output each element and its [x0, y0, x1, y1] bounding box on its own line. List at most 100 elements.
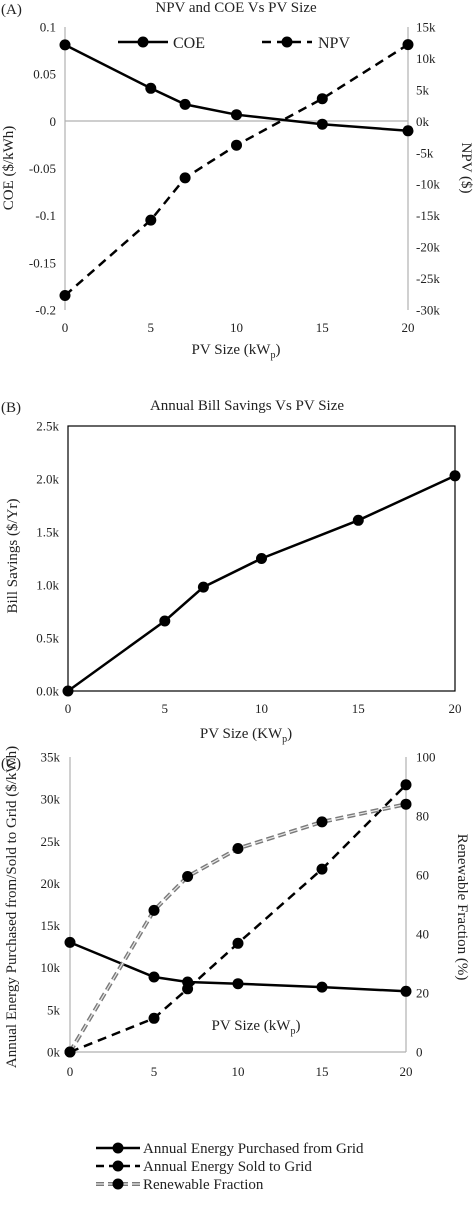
panel-c-y-tick-labels: 35k 30k 25k 20k 15k 10k 5k 0k	[41, 750, 61, 1060]
panel-a-series	[59, 39, 414, 301]
panel-b-series-0-point-5	[449, 470, 461, 482]
panel-b-x-tick-0: 0	[65, 701, 72, 716]
panel-c-y-tick-2: 25k	[41, 834, 61, 849]
panel-a-series-0-line	[64, 43, 409, 133]
panel-a-series-1-point-0	[59, 290, 71, 301]
panel-b-series-0-point-0	[62, 685, 74, 697]
panel-c-series-2-point-3	[232, 843, 244, 854]
panel-a-y-tick-1: 0.05	[33, 67, 56, 82]
panel-b-x-tick-4: 20	[449, 701, 462, 716]
panel-b-y-tick-1: 2.0k	[36, 472, 59, 487]
panel-a-label: (A)	[1, 2, 22, 18]
panel-b-x-tick-labels: 0 5 10 15 20	[65, 701, 462, 716]
panel-a-y2-tick-6: -15k	[416, 208, 440, 223]
panel-a-title: NPV and COE Vs PV Size	[155, 0, 317, 16]
panel-a-y2-tick-labels: 15k 10k 5k 0k -5k -10k -15k -20k -25k -30k	[416, 20, 440, 318]
panel-b-y-tick-5: 0.0k	[36, 684, 59, 699]
panel-a-y-tick-5: -0.15	[29, 255, 56, 270]
panel-b-label: (B)	[1, 400, 21, 416]
panel-a-y-tick-4: -0.1	[35, 208, 56, 223]
legend-sold: Annual Energy Sold to Grid	[96, 1159, 312, 1175]
panel-a: (A) NPV and COE Vs PV Size 0.1 0.05 0 -0.05…	[1, 0, 474, 361]
panel-c-series-2-line	[68, 802, 407, 1054]
panel-a-y-tick-0: 0.1	[40, 20, 56, 35]
panel-c-x-tick-0: 0	[67, 1064, 74, 1079]
panel-b-y-tick-2: 1.5k	[36, 525, 59, 540]
panel-c-y-tick-0: 35k	[41, 750, 61, 765]
panel-b-x-axis-label: PV Size (KWp)	[200, 726, 292, 745]
panel-a-series-0-point-5	[402, 125, 414, 137]
panel-c-series-1-point-1	[148, 1012, 160, 1024]
panel-a-x-tick-2: 10	[230, 320, 243, 335]
panel-b-series-0-point-3	[256, 553, 267, 564]
panel-b-y-tick-0: 2.5k	[36, 419, 59, 434]
panel-c-y-tick-6: 5k	[47, 1002, 61, 1017]
legend-purchased-label: Annual Energy Purchased from Grid	[143, 1141, 364, 1157]
panel-c-series-0-point-5	[400, 985, 412, 997]
panel-c-series-0-point-4	[316, 981, 328, 993]
panel-b-title: Annual Bill Savings Vs PV Size	[150, 398, 344, 414]
panel-c-series-2-point-4	[316, 816, 328, 828]
panel-c-legend: Annual Energy Purchased from Grid Annual…	[96, 1141, 364, 1193]
panel-c-x-tick-4: 20	[400, 1064, 413, 1079]
panel-a-x-tick-1: 5	[148, 320, 155, 335]
panel-a-series-1-point-4	[316, 93, 328, 105]
panel-c-y2-tick-labels: 100 80 60 40 20 0	[416, 750, 436, 1060]
panel-b-series-0-point-4	[352, 514, 364, 526]
panel-a-y2-tick-9: -30k	[416, 303, 440, 318]
panel-a-series-0-point-1	[145, 82, 157, 94]
panel-b-plot-frame	[67, 425, 456, 692]
panel-c-series-1-point-4	[316, 863, 328, 875]
panel-c-x-tick-1: 5	[151, 1064, 158, 1079]
panel-a-y2-axis-label: NPV ($)	[458, 143, 474, 194]
panel-c-series-1-point-2	[182, 983, 194, 995]
panel-b-y-tick-4: 0.5k	[36, 631, 59, 646]
panel-c-y2-tick-0: 100	[416, 750, 436, 765]
panel-a-series-0-point-3	[231, 109, 242, 121]
panel-a-series-0-point-4	[316, 118, 328, 130]
panel-b-x-tick-1: 5	[162, 701, 169, 716]
panel-c-label: (C)	[1, 756, 21, 772]
panel-c-x-tick-2: 10	[232, 1064, 245, 1079]
panel-a-series-1-point-5	[402, 39, 414, 51]
panel-c-series-2-line-inner	[69, 803, 407, 1053]
panel-c-y-tick-4: 15k	[41, 918, 61, 933]
panel-c-series-1-point-5	[400, 779, 412, 791]
panel-c-y2-tick-3: 40	[416, 927, 429, 942]
panel-a-y2-tick-7: -20k	[416, 240, 440, 255]
legend-npv: NPV	[262, 35, 350, 52]
panel-a-legend: COE NPV	[118, 35, 350, 52]
panel-b-series-0-line	[67, 474, 456, 693]
panel-c-series-0-point-1	[148, 971, 160, 983]
panel-c-y2-tick-1: 80	[416, 809, 429, 824]
panel-b-y-tick-3: 1.0k	[36, 578, 59, 593]
panel-c-y-tick-5: 10k	[41, 960, 61, 975]
panel-a-series-1-point-3	[231, 139, 242, 151]
legend-coe: COE	[118, 35, 205, 52]
panel-a-x-tick-4: 20	[402, 320, 415, 335]
panel-b-series-0-point-1	[159, 615, 171, 627]
panel-a-y-tick-6: -0.2	[35, 303, 56, 318]
panel-a-series-1-point-1	[145, 214, 157, 226]
panel-a-y2-tick-5: -10k	[416, 177, 440, 192]
panel-c-x-tick-labels: 0 5 10 15 20	[67, 1064, 413, 1079]
panel-a-series-1-point-2	[179, 172, 191, 184]
panel-a-x-tick-labels: 0 5 10 15 20	[62, 320, 415, 335]
panel-c-y2-tick-5: 0	[416, 1045, 423, 1060]
panel-c-x-axis-label: PV Size (kWp)	[212, 1018, 301, 1037]
legend-coe-label: COE	[173, 35, 205, 52]
legend-renewable: Renewable Fraction	[96, 1177, 264, 1193]
panel-b-series	[62, 470, 461, 697]
panel-b: (B) Annual Bill Savings Vs PV Size 2.5k 2…	[1, 398, 462, 745]
panel-c-series-1-line	[69, 783, 407, 1054]
panel-a-y2-tick-1: 10k	[416, 51, 436, 66]
panel-c-series-2-point-5	[400, 798, 412, 810]
panel-c-series-0-line	[69, 941, 407, 993]
panel-c-y-tick-1: 30k	[41, 792, 61, 807]
panel-a-y2-tick-4: -5k	[416, 145, 434, 160]
panel-a-series-0-point-2	[179, 98, 191, 110]
panel-c-series-0-point-3	[232, 978, 244, 990]
panel-a-y2-tick-0: 15k	[416, 20, 436, 35]
